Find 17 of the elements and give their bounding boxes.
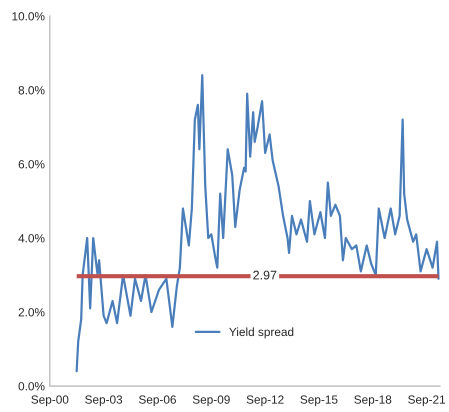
y-tick-label: 6.0% bbox=[18, 160, 45, 168]
x-tick-label: Sep-21 bbox=[408, 395, 446, 406]
x-tick-label: Sep-03 bbox=[85, 395, 122, 406]
x-tick-label: Sep-00 bbox=[31, 395, 68, 406]
y-tick-label: 4.0% bbox=[18, 234, 45, 242]
x-tick-label: Sep-12 bbox=[246, 395, 284, 406]
x-tick-label: Sep-15 bbox=[300, 395, 338, 406]
y-tick-label: 8.0% bbox=[18, 86, 45, 94]
y-tick-label: 0.0% bbox=[18, 382, 45, 390]
legend-label: Yield spread bbox=[229, 327, 294, 338]
y-tick-label: 10.0% bbox=[12, 12, 45, 20]
x-tick-label: Sep-09 bbox=[192, 395, 230, 406]
ref-line-label: 2.97 bbox=[253, 270, 276, 280]
x-tick-label: Sep-06 bbox=[138, 395, 176, 406]
line-series bbox=[76, 74, 440, 372]
x-tick-label: Sep-18 bbox=[354, 395, 392, 406]
y-tick-label: 2.0% bbox=[18, 308, 45, 316]
